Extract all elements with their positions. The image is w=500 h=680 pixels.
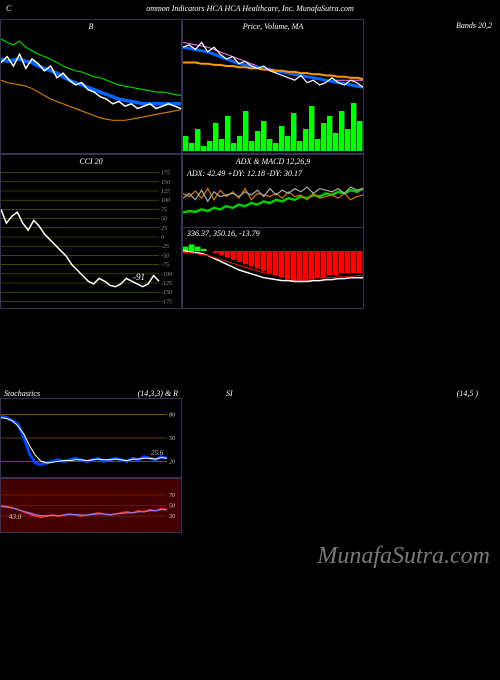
price-ma-chart xyxy=(183,33,363,151)
watermark-text: MunafaSutra.com xyxy=(317,543,490,570)
adx-values: ADX: 42.49 +DY: 12.18 -DY: 30.17 xyxy=(183,168,363,179)
svg-text:-91: -91 xyxy=(133,272,145,282)
svg-text:80: 80 xyxy=(169,413,175,419)
svg-text:-75: -75 xyxy=(161,263,169,269)
svg-text:0: 0 xyxy=(161,235,164,241)
rsi-title-right: (14,5 ) xyxy=(457,389,478,398)
svg-text:-50: -50 xyxy=(161,253,169,259)
svg-text:-100: -100 xyxy=(161,272,172,278)
row-3: 80 50 20 25.6 70 50 30 43.0 xyxy=(0,398,500,533)
svg-text:50: 50 xyxy=(169,436,175,442)
panel-cci: CCI 20 175 150 125 100 75 50 25 0 -25 -50 -75 -100 -… xyxy=(0,154,182,309)
row-1: B Price, Volume, MA Bands 20,2 xyxy=(0,19,500,154)
row-3-titles: Stochastics (14,3,3) & R SI (14,5 ) xyxy=(0,389,500,398)
svg-text:50: 50 xyxy=(161,217,167,223)
header-left-char: C xyxy=(6,4,11,13)
cci-chart: 175 150 125 100 75 50 25 0 -25 -50 -75 -100 -125 -150… xyxy=(1,168,181,306)
svg-text:-25: -25 xyxy=(161,244,169,250)
stoch-title-left: Stochastics xyxy=(4,389,40,398)
macd-chart xyxy=(183,239,363,297)
panel-bbands: B xyxy=(0,19,182,154)
stoch-title-right: (14,3,3) & R xyxy=(138,389,178,398)
svg-text:-150: -150 xyxy=(161,290,172,296)
header-center-text: ommon Indicators HCA HCA Healthcare, Inc… xyxy=(146,4,354,13)
svg-text:-175: -175 xyxy=(161,299,172,305)
panel-bbands-right: Bands 20,2 xyxy=(364,19,500,154)
adx-macd-title: ADX & MACD 12,26,9 xyxy=(183,155,363,168)
price-ma-title: Price, Volume, MA xyxy=(183,20,363,33)
panel-stoch-rsi: 80 50 20 25.6 70 50 30 43.0 xyxy=(0,398,182,533)
panel-price-ma: Price, Volume, MA xyxy=(182,19,364,154)
stochastics-chart: 80 50 20 25.6 xyxy=(1,399,181,477)
svg-text:-125: -125 xyxy=(161,281,172,287)
svg-text:43.0: 43.0 xyxy=(9,513,22,521)
svg-text:175: 175 xyxy=(161,171,170,177)
svg-text:150: 150 xyxy=(161,180,170,186)
panel-stochastics: 80 50 20 25.6 xyxy=(0,398,182,478)
svg-text:25.6: 25.6 xyxy=(151,449,164,457)
svg-text:30: 30 xyxy=(168,514,175,520)
svg-text:50: 50 xyxy=(169,504,175,510)
svg-text:25: 25 xyxy=(161,226,167,232)
panel-rsi: 70 50 30 43.0 xyxy=(0,478,182,533)
row-2: CCI 20 175 150 125 100 75 50 25 0 -25 -50 -75 -100 -… xyxy=(0,154,500,309)
rsi-title-left: SI xyxy=(226,389,233,398)
svg-text:75: 75 xyxy=(161,207,167,213)
bbands-chart xyxy=(1,33,181,151)
svg-text:125: 125 xyxy=(161,189,170,195)
rsi-chart: 70 50 30 43.0 xyxy=(1,479,181,532)
bbands-title: B xyxy=(1,20,181,33)
svg-text:20: 20 xyxy=(169,459,175,465)
adx-chart xyxy=(183,179,363,227)
macd-values: 336.37, 350.16, -13.79 xyxy=(183,227,363,239)
svg-text:70: 70 xyxy=(169,493,175,499)
page-header: C ommon Indicators HCA HCA Healthcare, I… xyxy=(0,0,500,17)
cci-title: CCI 20 xyxy=(1,155,181,168)
panel-adx-macd: ADX & MACD 12,26,9 ADX: 42.49 +DY: 12.18… xyxy=(182,154,364,309)
bbands-right-title: Bands 20,2 xyxy=(364,19,500,32)
svg-text:100: 100 xyxy=(161,198,170,204)
